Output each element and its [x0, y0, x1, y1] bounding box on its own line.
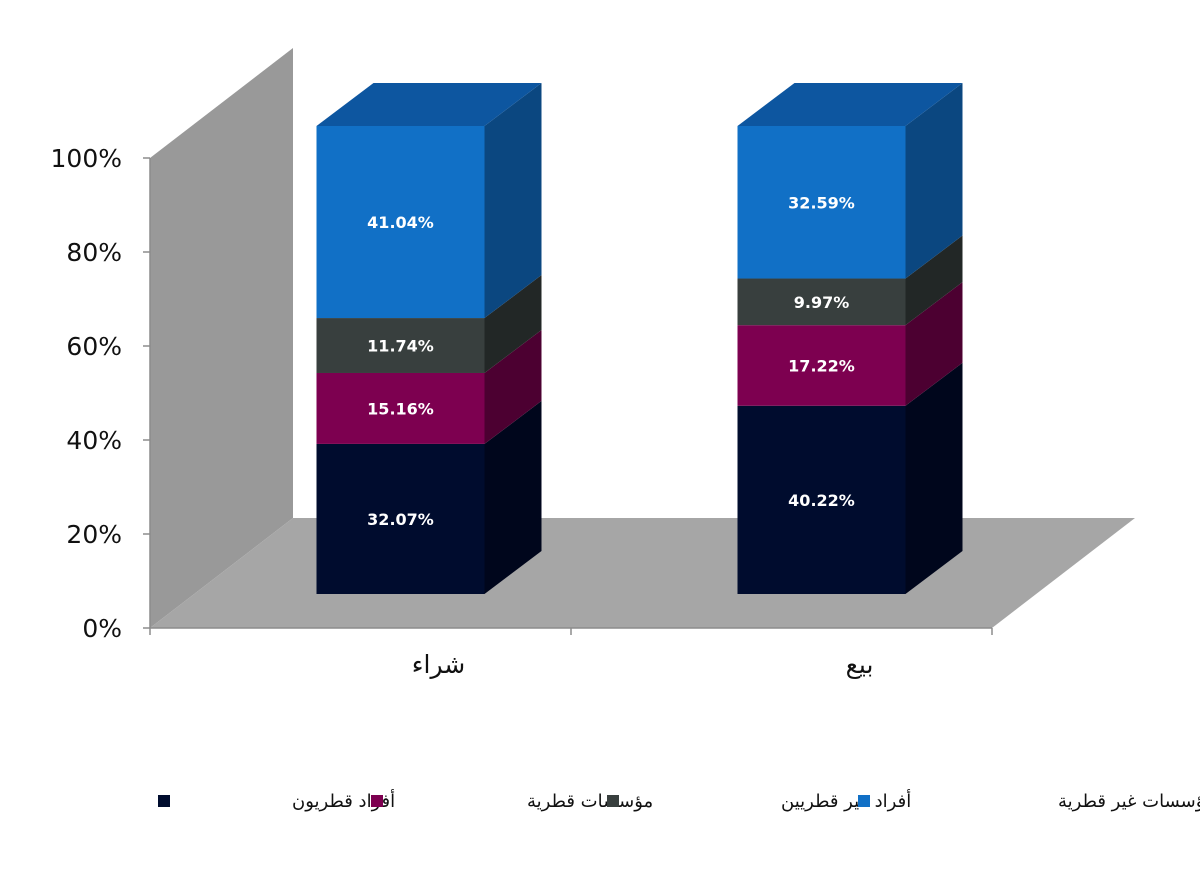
data-label: 32.59% [788, 193, 855, 212]
bar-segment [316, 443, 485, 594]
legend-swatch [158, 795, 170, 807]
bar-segment [737, 405, 906, 594]
x-category-label: شراء [412, 650, 465, 679]
bar-segment [737, 325, 906, 406]
bar-segment-side [905, 83, 963, 279]
x-category-label: بيع [846, 650, 874, 680]
legend-label: مؤسسات غير قطرية [1058, 791, 1200, 812]
bars: 32.07% 15.16% 11.74% 41.04% 40.22% 17.22% 9.97… [316, 83, 963, 594]
bar-segment-side [905, 235, 963, 326]
bar-segment-side [484, 275, 542, 373]
y-tick-label: 40% [66, 426, 122, 455]
bar-top [316, 83, 542, 126]
legend-swatch [607, 795, 619, 807]
bar-segment [737, 126, 906, 279]
bar-segment [316, 318, 485, 373]
legend-label: مؤسسات قطرية [527, 791, 653, 812]
bar-segment-side [905, 362, 963, 594]
bar-segment-side [484, 329, 542, 444]
legend: أفراد قطريون مؤسسات قطرية أفراد غير قطريين… [158, 789, 1200, 812]
bar-segment [316, 372, 485, 444]
floor [150, 518, 1135, 628]
data-label: 40.22% [788, 491, 855, 510]
y-tick-label: 60% [66, 332, 122, 361]
legend-label: أفراد قطريون [292, 789, 395, 812]
legend-swatch [371, 795, 383, 807]
data-label: 9.97% [794, 293, 850, 312]
data-label: 32.07% [367, 510, 434, 529]
bar-segment [737, 278, 906, 326]
bar-segment-side [484, 83, 542, 319]
y-tick-label: 100% [51, 144, 122, 173]
data-label: 17.22% [788, 356, 855, 375]
x-axis: شراء بيع [149, 627, 993, 680]
legend-swatch [858, 795, 870, 807]
data-label: 15.16% [367, 399, 434, 418]
bar-segment-side [484, 400, 542, 594]
legend-label: أفراد غير قطريين [781, 789, 911, 812]
y-tick-label: 80% [66, 238, 122, 267]
y-tick-label: 0% [82, 614, 122, 643]
bar-segment [316, 126, 485, 319]
bar-top [737, 83, 963, 126]
data-label: 41.04% [367, 213, 434, 232]
y-axis: 0% 20% 40% 60% 80% 100% [51, 144, 151, 643]
chart-walls [150, 48, 1135, 628]
back-wall [150, 48, 293, 628]
bar-segment-side [905, 282, 963, 406]
y-tick-label: 20% [66, 520, 122, 549]
data-label: 11.74% [367, 337, 434, 356]
